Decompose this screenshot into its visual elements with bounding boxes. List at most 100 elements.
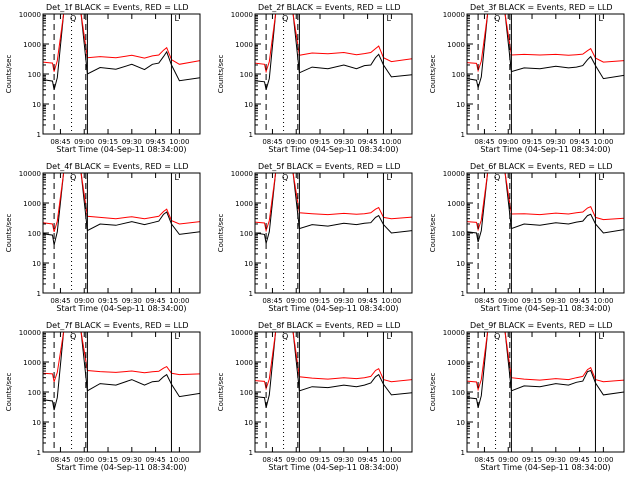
y-axis-label: Counts/sec — [5, 214, 13, 253]
series-line-lld — [467, 332, 624, 392]
corner-label: L — [386, 14, 391, 23]
y-tick-label: 1 — [37, 131, 41, 139]
y-tick-label: 10 — [244, 419, 253, 427]
x-tick-label: 09:00 — [286, 456, 306, 464]
series-line-lld — [43, 14, 200, 72]
corner-label: L — [598, 173, 603, 182]
corner-label: Q — [494, 14, 500, 23]
corner-label: L — [598, 14, 603, 23]
x-tick-label: 09:30 — [334, 297, 354, 305]
y-axis-label: Counts/sec — [429, 55, 437, 94]
x-tick-label: 08:45 — [262, 297, 282, 305]
chart-title: Det_1f BLACK = Events, RED = LLD — [46, 3, 189, 12]
x-axis-label: Start Time (04-Sep-11 08:34:00) — [480, 145, 610, 154]
detector-panel: Det_8f BLACK = Events, RED = LLD Q L 1 10 100… — [217, 321, 413, 472]
series-group — [467, 173, 624, 243]
x-tick-label: 09:45 — [570, 138, 590, 146]
corner-label: Q — [70, 173, 76, 182]
x-tick-label: 08:45 — [474, 456, 494, 464]
series-line-events — [467, 332, 624, 408]
x-tick-label: 09:15 — [98, 297, 118, 305]
plot-frame — [42, 172, 201, 294]
x-tick-label: 08:45 — [50, 297, 70, 305]
x-tick-label: 10:00 — [593, 297, 613, 305]
y-tick-label: 100 — [28, 389, 41, 397]
plot-frame — [466, 331, 625, 453]
y-tick-label: 10 — [32, 101, 41, 109]
series-line-events — [43, 173, 200, 246]
detector-panel: Det_2f BLACK = Events, RED = LLD Q L 1 10 100… — [217, 3, 413, 154]
x-tick-label: 08:45 — [474, 138, 494, 146]
y-tick-label: 1 — [461, 449, 465, 457]
x-tick-label: 08:45 — [50, 456, 70, 464]
y-tick-label: 1 — [461, 290, 465, 298]
y-axis-label: Counts/sec — [429, 214, 437, 253]
corner-label: L — [174, 14, 179, 23]
x-tick-label: 09:30 — [546, 456, 566, 464]
x-tick-label: 09:30 — [334, 456, 354, 464]
y-tick-label: 10000 — [231, 11, 253, 19]
corner-label: L — [386, 332, 391, 341]
corner-label: L — [174, 332, 179, 341]
y-tick-label: 1000 — [447, 41, 465, 49]
corner-label: Q — [282, 173, 288, 182]
y-tick-label: 10 — [244, 260, 253, 268]
x-tick-label: 09:45 — [570, 297, 590, 305]
corner-label: L — [598, 332, 603, 341]
series-group — [255, 332, 412, 408]
y-tick-label: 1000 — [235, 200, 253, 208]
x-tick-label: 09:30 — [122, 456, 142, 464]
detector-panel: Det_5f BLACK = Events, RED = LLD Q L 1 10 100… — [217, 162, 413, 313]
series-line-lld — [43, 332, 200, 384]
x-tick-label: 09:45 — [358, 456, 378, 464]
series-group — [43, 332, 200, 411]
x-tick-label: 09:00 — [498, 297, 518, 305]
x-tick-label: 09:00 — [74, 138, 94, 146]
series-group — [467, 332, 624, 408]
corner-label: Q — [494, 173, 500, 182]
x-tick-label: 09:15 — [310, 138, 330, 146]
series-group — [43, 14, 200, 90]
x-tick-label: 10:00 — [169, 138, 189, 146]
x-tick-label: 09:00 — [498, 138, 518, 146]
y-tick-label: 10 — [456, 101, 465, 109]
chart-title: Det_8f BLACK = Events, RED = LLD — [258, 321, 401, 330]
detector-panel: Det_7f BLACK = Events, RED = LLD Q L 1 10 100… — [5, 321, 201, 472]
y-axis-label: Counts/sec — [5, 55, 13, 94]
x-tick-label: 09:45 — [358, 297, 378, 305]
x-tick-label: 08:45 — [50, 138, 70, 146]
y-tick-label: 1 — [249, 449, 253, 457]
y-tick-label: 1 — [37, 449, 41, 457]
y-tick-label: 1000 — [235, 41, 253, 49]
y-tick-label: 100 — [28, 230, 41, 238]
y-tick-label: 10 — [32, 260, 41, 268]
y-tick-label: 1000 — [23, 200, 41, 208]
y-tick-label: 1000 — [235, 359, 253, 367]
y-tick-label: 100 — [452, 230, 465, 238]
detector-panel: Det_9f BLACK = Events, RED = LLD Q L 1 10 100… — [429, 321, 625, 472]
x-tick-label: 08:45 — [474, 297, 494, 305]
chart-title: Det_4f BLACK = Events, RED = LLD — [46, 162, 189, 171]
series-line-events — [255, 14, 412, 90]
x-tick-label: 09:30 — [546, 297, 566, 305]
y-tick-label: 1 — [461, 131, 465, 139]
y-tick-label: 10000 — [443, 11, 465, 19]
chart-title: Det_2f BLACK = Events, RED = LLD — [258, 3, 401, 12]
series-line-lld — [255, 332, 412, 391]
series-group — [255, 173, 412, 244]
x-tick-label: 09:00 — [74, 456, 94, 464]
y-axis-label: Counts/sec — [217, 55, 225, 94]
y-axis-label: Counts/sec — [217, 373, 225, 412]
x-axis-label: Start Time (04-Sep-11 08:34:00) — [268, 463, 398, 472]
x-tick-label: 09:45 — [570, 456, 590, 464]
series-group — [43, 173, 200, 246]
corner-label: Q — [282, 14, 288, 23]
y-tick-label: 100 — [452, 389, 465, 397]
series-line-lld — [43, 173, 200, 232]
y-tick-label: 10 — [456, 260, 465, 268]
x-tick-label: 09:00 — [74, 297, 94, 305]
series-line-events — [255, 332, 412, 408]
y-tick-label: 100 — [240, 230, 253, 238]
y-tick-label: 100 — [28, 71, 41, 79]
series-group — [467, 14, 624, 88]
